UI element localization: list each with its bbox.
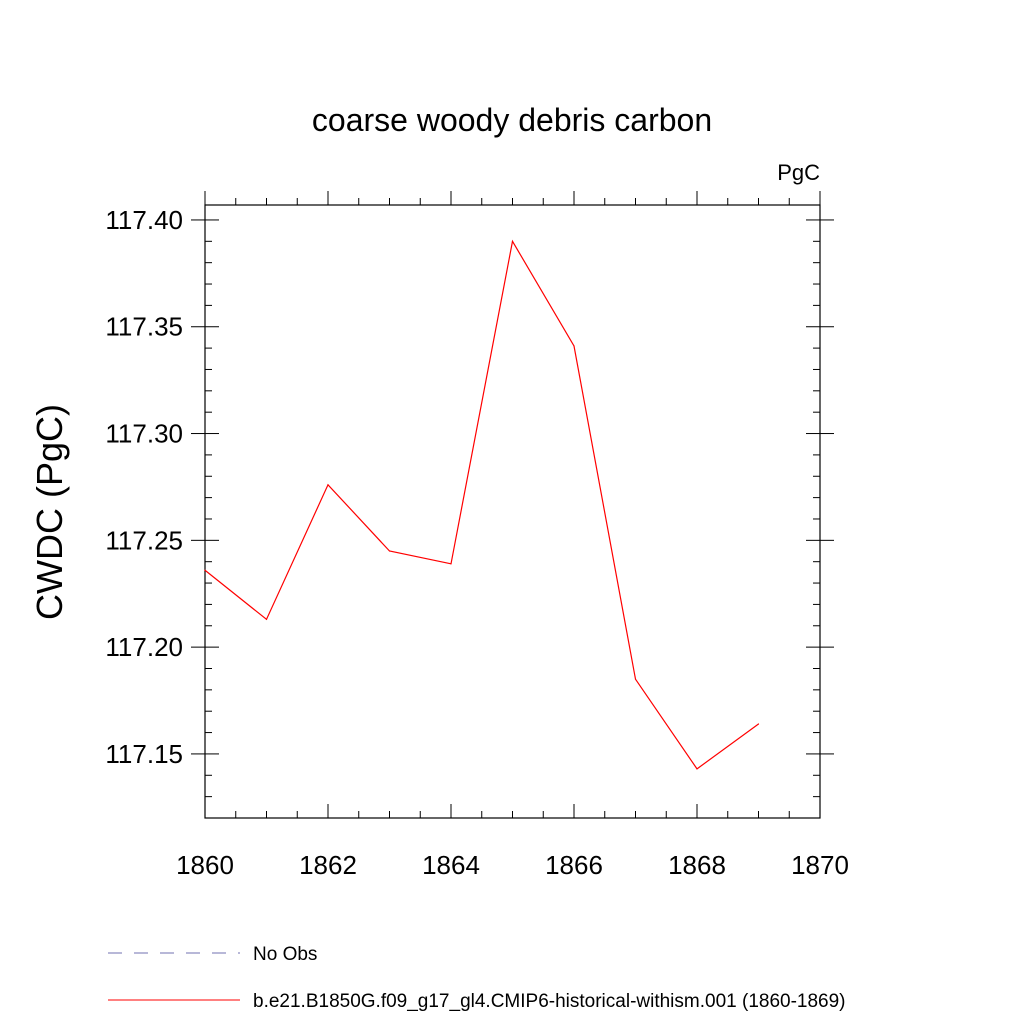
x-tick-label: 1860: [176, 850, 234, 880]
x-tick-label: 1868: [668, 850, 726, 880]
x-tick-label: 1870: [791, 850, 849, 880]
series-line: [204, 239, 759, 770]
units-label: PgC: [777, 160, 820, 185]
x-tick-label: 1866: [545, 850, 603, 880]
legend-label-no-obs: No Obs: [253, 944, 317, 965]
data-point: [388, 550, 391, 552]
data-point: [511, 240, 514, 242]
data-point: [327, 484, 329, 486]
legend: No Obs b.e21.B1850G.f09_g17_gl4.CMIP6-hi…: [108, 944, 846, 1012]
data-point: [265, 618, 268, 620]
y-tick-label: 117.15: [105, 739, 183, 769]
data-point: [634, 678, 637, 680]
data-point: [573, 345, 575, 347]
axis-tick-labels: 1860 1862 1864 1866 1868 1870 117.15 117.20 117.…: [105, 205, 849, 880]
data-point: [450, 563, 452, 565]
y-tick-label: 117.30: [105, 419, 183, 449]
y-tick-label: 117.20: [105, 632, 183, 662]
data-point: [204, 569, 206, 571]
legend-label-model-run: b.e21.B1850G.f09_g17_gl4.CMIP6-historica…: [253, 991, 846, 1012]
chart-title: coarse woody debris carbon: [312, 102, 712, 138]
x-tick-label: 1862: [299, 850, 357, 880]
axis-ticks: [191, 191, 834, 818]
x-tick-label: 1864: [422, 850, 480, 880]
data-point: [696, 768, 698, 770]
series-layer: [204, 239, 760, 770]
y-axis-label: CWDC (PgC): [29, 404, 70, 620]
y-tick-label: 117.35: [105, 312, 183, 342]
plot-frame: [204, 204, 821, 819]
y-tick-label: 117.25: [105, 525, 183, 555]
y-tick-label: 117.40: [105, 205, 183, 235]
data-point: [757, 723, 760, 725]
